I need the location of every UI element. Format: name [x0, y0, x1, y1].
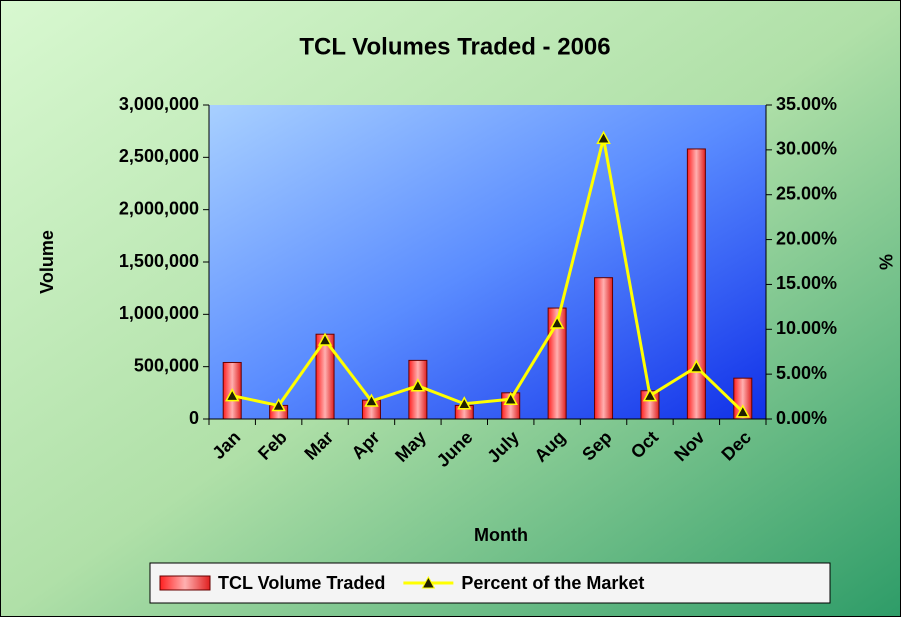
- y2-tick-label: 30.00%: [776, 139, 837, 159]
- y-tick-label: 1,500,000: [119, 251, 199, 271]
- y2-tick-label: 0.00%: [776, 408, 827, 428]
- chart-title: TCL Volumes Traded - 2006: [299, 33, 610, 60]
- line-marker: [364, 393, 379, 407]
- legend-marker: [421, 575, 436, 589]
- line-marker: [689, 359, 704, 373]
- line-marker: [410, 378, 426, 392]
- y-tick-label: 3,000,000: [119, 94, 199, 114]
- line-marker: [735, 404, 751, 418]
- x-axis-label: Month: [474, 525, 528, 545]
- y2-tick-label: 20.00%: [776, 228, 837, 248]
- line-marker: [549, 315, 565, 329]
- legend: [149, 562, 831, 604]
- line-marker: [457, 396, 472, 410]
- bar: [686, 148, 706, 420]
- y2-tick-label: 5.00%: [776, 363, 827, 383]
- y-tick-label: 2,000,000: [119, 198, 199, 218]
- line-marker: [642, 388, 658, 402]
- y2-tick-label: 35.00%: [776, 94, 837, 114]
- y2-axis-label: %: [875, 254, 895, 270]
- y-tick-label: 1,000,000: [119, 303, 199, 323]
- y-tick-label: 500,000: [134, 355, 199, 375]
- y2-tick-label: 25.00%: [776, 183, 837, 203]
- line-marker: [596, 130, 611, 144]
- y2-tick-label: 15.00%: [776, 273, 837, 293]
- y-tick-label: 0: [189, 408, 199, 428]
- legend-label: TCL Volume Traded: [218, 573, 385, 593]
- line: [231, 137, 744, 413]
- line-marker: [503, 391, 518, 406]
- line-marker: [271, 397, 286, 412]
- legend-swatch: [159, 575, 211, 591]
- legend-label: Percent of the Market: [461, 573, 644, 593]
- y-tick-label: 2,500,000: [119, 146, 199, 166]
- y-axis-label: Volume: [37, 230, 57, 294]
- line-marker: [317, 332, 333, 346]
- marks: [222, 130, 753, 420]
- plot-area: [209, 105, 766, 419]
- y2-tick-label: 10.00%: [776, 318, 837, 338]
- bar: [594, 277, 614, 420]
- line-marker: [224, 388, 240, 402]
